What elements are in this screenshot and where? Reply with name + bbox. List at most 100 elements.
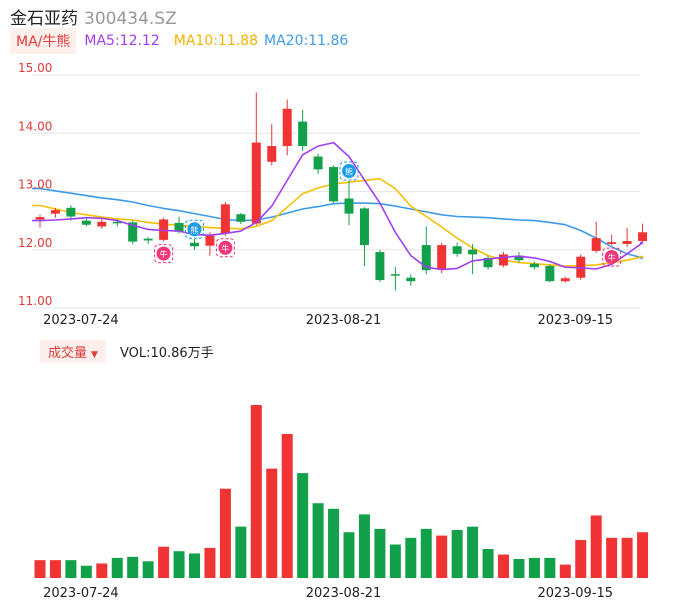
volume-bar bbox=[204, 547, 216, 578]
volume-bar bbox=[65, 560, 77, 578]
ma5-line-group bbox=[32, 141, 644, 271]
volume-bar bbox=[637, 532, 649, 578]
candle-body bbox=[267, 146, 277, 162]
volume-indicator-dropdown[interactable]: 成交量 ▼ bbox=[40, 339, 106, 363]
marker-label: 熊 bbox=[191, 225, 199, 235]
marker-badge bbox=[604, 250, 619, 265]
signal-markers: 牛 熊牛 熊牛 bbox=[154, 161, 622, 267]
volume-bar bbox=[358, 514, 370, 578]
candle-body bbox=[159, 219, 169, 240]
stock-name: 金石亚药 bbox=[10, 9, 78, 29]
marker-label: 牛 bbox=[160, 249, 168, 259]
ma-legend: MA/牛熊 MA5:12.12 MA10:11.88 MA20:11.86 bbox=[10, 28, 349, 54]
volume-bar bbox=[142, 561, 154, 578]
candle-body bbox=[468, 249, 478, 255]
volume-bar bbox=[189, 553, 200, 578]
x-tick-label: 2023-08-21 bbox=[306, 313, 382, 328]
candle-body bbox=[236, 214, 246, 222]
candle-body bbox=[560, 278, 570, 282]
volume-indicator-label: 成交量 bbox=[48, 345, 88, 361]
volume-bar bbox=[528, 557, 540, 578]
ma5-line bbox=[32, 141, 644, 271]
candle-body bbox=[66, 207, 76, 217]
candle-body bbox=[143, 238, 153, 241]
volume-bar bbox=[544, 557, 556, 578]
bull-signal-marker: 牛 bbox=[602, 247, 622, 267]
candle-body bbox=[607, 242, 617, 244]
volume-bar bbox=[420, 528, 432, 578]
candle-body bbox=[174, 222, 184, 232]
candle-body bbox=[220, 204, 230, 234]
volume-bar bbox=[34, 560, 46, 578]
candle-body bbox=[205, 235, 215, 246]
candle-body bbox=[81, 220, 91, 225]
candle-body bbox=[545, 266, 555, 282]
candle-body bbox=[452, 246, 462, 254]
marker-frame bbox=[339, 161, 359, 181]
candlestick-series bbox=[35, 92, 648, 291]
candle-body bbox=[112, 221, 122, 224]
candle-body bbox=[514, 255, 524, 261]
candle-body bbox=[390, 274, 400, 276]
volume-bar bbox=[127, 556, 139, 578]
candle-body bbox=[591, 238, 601, 251]
volume-bar bbox=[559, 564, 571, 578]
candle-body bbox=[97, 221, 107, 227]
candle-body bbox=[483, 257, 493, 268]
y-tick-label: 11.00 bbox=[18, 294, 52, 308]
volume-bar bbox=[621, 537, 633, 578]
marker-badge bbox=[187, 222, 202, 237]
ma-indicator-tag[interactable]: MA/牛熊 bbox=[10, 28, 77, 54]
marker-label: 牛 bbox=[221, 243, 229, 253]
y-tick-label: 15.00 bbox=[18, 61, 52, 75]
volume-bar bbox=[436, 535, 448, 578]
volume-bar bbox=[405, 537, 417, 578]
volume-bar bbox=[297, 473, 309, 578]
candle-body bbox=[622, 241, 632, 244]
bull-signal-marker: 牛 bbox=[215, 238, 235, 258]
axis-labels: 15.00 14.00 13.00 12.00 11.00 2023-07-24 2023-… bbox=[18, 61, 613, 601]
volume-bar bbox=[235, 526, 247, 578]
marker-frame bbox=[154, 244, 174, 264]
volume-bar bbox=[374, 528, 386, 578]
marker-label: 熊 bbox=[345, 167, 353, 177]
volume-bar bbox=[158, 546, 170, 578]
caret-down-icon: ▼ bbox=[91, 349, 98, 360]
candle-body bbox=[251, 142, 261, 224]
ma10-line bbox=[32, 177, 644, 267]
y-tick-label: 12.00 bbox=[18, 236, 52, 250]
marker-frame bbox=[185, 219, 204, 239]
candle-body bbox=[529, 263, 539, 268]
bear-signal-marker: 熊 bbox=[339, 161, 359, 181]
x-tick-label: 2023-09-15 bbox=[538, 313, 614, 328]
candle-body bbox=[35, 217, 45, 220]
price-grid bbox=[32, 74, 640, 309]
volume-bar bbox=[80, 565, 92, 578]
volume-value: VOL:10.86万手 bbox=[119, 345, 214, 361]
volume-bar bbox=[389, 544, 401, 578]
volume-bar bbox=[467, 526, 479, 578]
marker-badge bbox=[218, 240, 233, 255]
candle-body bbox=[375, 252, 385, 281]
volume-bar bbox=[49, 560, 61, 578]
candle-body bbox=[313, 156, 323, 170]
volume-bar bbox=[266, 468, 278, 578]
ma5-legend: MA5:12.12 bbox=[84, 33, 160, 49]
x-tick-label: 2023-09-15 bbox=[538, 586, 614, 601]
ma10-line-group bbox=[32, 177, 644, 267]
candle-body bbox=[344, 198, 354, 214]
ma20-legend: MA20:11.86 bbox=[264, 33, 349, 49]
stock-title: 金石亚药 300434.SZ bbox=[10, 4, 177, 29]
volume-bar bbox=[451, 530, 463, 578]
candle-body bbox=[190, 242, 199, 247]
volume-bar bbox=[250, 405, 262, 578]
ma20-line bbox=[32, 187, 644, 259]
volume-bar bbox=[590, 515, 602, 578]
marker-badge bbox=[156, 246, 171, 261]
stock-code: 300434.SZ bbox=[84, 9, 177, 29]
ma20-line-group bbox=[32, 187, 644, 259]
candle-body bbox=[50, 210, 60, 214]
candle-body bbox=[638, 232, 648, 242]
candle-body bbox=[282, 108, 292, 147]
